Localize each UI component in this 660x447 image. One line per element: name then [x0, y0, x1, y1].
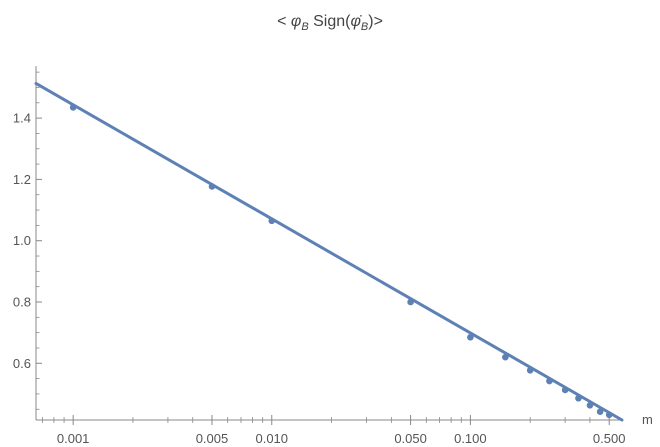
data-point [526, 367, 534, 374]
data-point [467, 333, 474, 341]
data-point [69, 104, 77, 111]
x-tick-label: 0.050 [394, 431, 427, 446]
data-points [69, 104, 613, 419]
x-tick-label: 0.500 [593, 431, 626, 446]
data-point [561, 386, 569, 394]
x-axis-title: m [642, 412, 653, 427]
data-point [575, 394, 582, 402]
chart-title: < φB Sign(φ̇B)> [277, 13, 383, 33]
data-point [586, 401, 594, 409]
y-tick-label: 1.2 [13, 172, 31, 187]
data-point [502, 353, 509, 361]
y-tick-label: 0.8 [13, 295, 31, 310]
x-tick-label: 0.010 [255, 431, 288, 446]
x-tick-label: 0.001 [57, 431, 90, 446]
data-point [546, 377, 553, 385]
fit-line [34, 81, 624, 422]
x-tick-label: 0.005 [196, 431, 229, 446]
data-point [268, 217, 276, 225]
x-tick-label: 0.100 [454, 431, 487, 446]
y-tick-label: 0.6 [13, 356, 31, 371]
data-point [596, 408, 604, 416]
axes [35, 66, 622, 421]
y-tick-label: 1.4 [13, 111, 31, 126]
data-point [208, 183, 216, 190]
fit-line-layer [34, 81, 624, 422]
ticks: 0.001 0.005 0.010 0.050 0.100 0.500 0.6 0.8 1.0 1… [13, 71, 626, 446]
y-tick-label: 1.0 [13, 233, 31, 248]
data-point [605, 411, 613, 419]
data-point [407, 298, 414, 306]
